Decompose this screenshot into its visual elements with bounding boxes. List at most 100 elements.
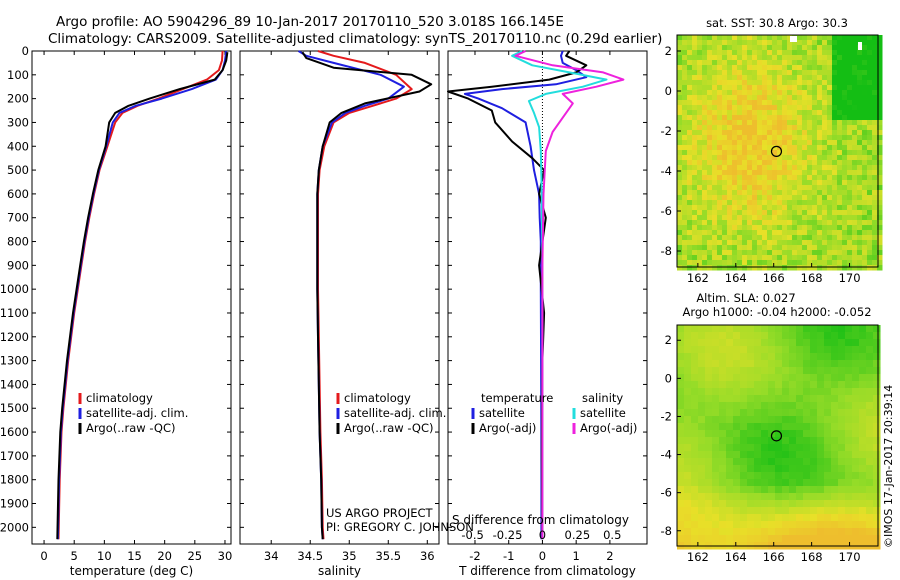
sst_map-cell xyxy=(762,165,768,171)
sst_map-cell xyxy=(752,105,758,111)
sst_map-cell xyxy=(742,260,748,266)
sla_map-cell xyxy=(726,472,734,480)
sst_map-cell xyxy=(852,220,858,226)
sst_map-cell xyxy=(827,210,833,216)
sst_map-cell xyxy=(702,225,708,231)
sst_map-cell xyxy=(777,170,783,176)
sst_map-cell xyxy=(857,240,863,246)
sst_map-cell xyxy=(712,40,718,46)
sst_map-cell xyxy=(792,230,798,236)
sst_map-cell xyxy=(692,70,698,76)
sst_map-cell xyxy=(757,90,763,96)
sst_map-cell xyxy=(692,35,698,41)
sst_map-cell xyxy=(712,45,718,51)
sst_map-cell xyxy=(867,125,873,131)
sst_map-cell xyxy=(737,200,743,206)
sst_map-cell xyxy=(697,35,703,41)
sst_map-cell xyxy=(827,265,833,271)
sst_map-cell xyxy=(757,255,763,261)
sla_map-cell xyxy=(761,402,769,410)
sst_map-cell xyxy=(857,170,863,176)
sst_map-cell xyxy=(772,145,778,151)
sst_map-cell xyxy=(752,210,758,216)
sst_map-cell xyxy=(837,110,843,116)
sst_map-cell xyxy=(767,60,773,66)
sla_map-cell xyxy=(873,346,881,354)
sst_map-cell xyxy=(737,185,743,191)
sst_map-cell xyxy=(872,250,878,256)
temperature-ytick-label: 1400 xyxy=(0,377,29,391)
sst_map-cell xyxy=(737,110,743,116)
sst_map-cell xyxy=(792,95,798,101)
sst_map-cell xyxy=(857,180,863,186)
sst_map-cell xyxy=(777,210,783,216)
sst_map-cell xyxy=(842,260,848,266)
sst_map-cell xyxy=(747,235,753,241)
sla_map-cell xyxy=(789,507,797,515)
sst_map-cell xyxy=(822,105,828,111)
sla_map-cell xyxy=(768,465,776,473)
sla_map-cell xyxy=(817,339,825,347)
sst_map-cell xyxy=(677,225,683,231)
sst_map-cell xyxy=(757,50,763,56)
sst_map-cell xyxy=(827,230,833,236)
sla_map-cell xyxy=(852,325,860,333)
sla_map-cell xyxy=(705,360,713,368)
sla_map-cell xyxy=(712,535,720,543)
sla_map-cell xyxy=(789,528,797,536)
sla_map-cell xyxy=(684,535,692,543)
sst_map-cell xyxy=(802,150,808,156)
sst_map-cell xyxy=(702,100,708,106)
sst_map-cell xyxy=(867,185,873,191)
sla_map-cell xyxy=(705,381,713,389)
sla_map-cell xyxy=(761,353,769,361)
sst_map-cell xyxy=(797,205,803,211)
sst_map-cell xyxy=(837,175,843,181)
sst_map-cell xyxy=(687,165,693,171)
sla_map-cell xyxy=(698,395,706,403)
sla_map-cell xyxy=(873,451,881,459)
sla_map-cell xyxy=(698,353,706,361)
sla_map-cell xyxy=(684,500,692,508)
sla_map-cell xyxy=(789,500,797,508)
sst_map-cell xyxy=(687,85,693,91)
sla_map-cell xyxy=(810,339,818,347)
sst_map-cell xyxy=(732,120,738,126)
sla_map-cell xyxy=(810,507,818,515)
sst_map-cell xyxy=(712,75,718,81)
sst_map-cell xyxy=(802,145,808,151)
sst_map-cell xyxy=(862,55,868,61)
sst_map-cell xyxy=(872,260,878,266)
sst_map-cell xyxy=(847,190,853,196)
sst_map-cell xyxy=(707,205,713,211)
sst_map-cell xyxy=(747,245,753,251)
sst_map-cell xyxy=(742,100,748,106)
sst_map-cell xyxy=(757,165,763,171)
sla_map-cell xyxy=(726,521,734,529)
sst_map-cell xyxy=(707,80,713,86)
sst_map-cell xyxy=(862,65,868,71)
sst_map-cell xyxy=(692,130,698,136)
sst_map-cell xyxy=(752,145,758,151)
sst_map-cell xyxy=(702,40,708,46)
sst_map-cell xyxy=(717,60,723,66)
sst_map-cell xyxy=(762,255,768,261)
sla_map-cell xyxy=(866,535,874,543)
sst_map-cell xyxy=(792,85,798,91)
sst_map-cell xyxy=(797,120,803,126)
sst_map-cell xyxy=(812,185,818,191)
sst_map-cell xyxy=(807,200,813,206)
sst_map-cell xyxy=(812,195,818,201)
sla_map-cell xyxy=(719,409,727,417)
sla_map-cell xyxy=(782,472,790,480)
sst_map-cells xyxy=(677,35,883,271)
sla_map-cell xyxy=(698,507,706,515)
sst_map-cell xyxy=(717,140,723,146)
sst_map-cell xyxy=(787,65,793,71)
sst_map-cell xyxy=(812,65,818,71)
sst_map-cell xyxy=(807,255,813,261)
salinity-frame xyxy=(239,50,440,545)
sla_map-cell xyxy=(747,423,755,431)
sst_map-cell xyxy=(847,260,853,266)
sst_map-cell xyxy=(682,195,688,201)
